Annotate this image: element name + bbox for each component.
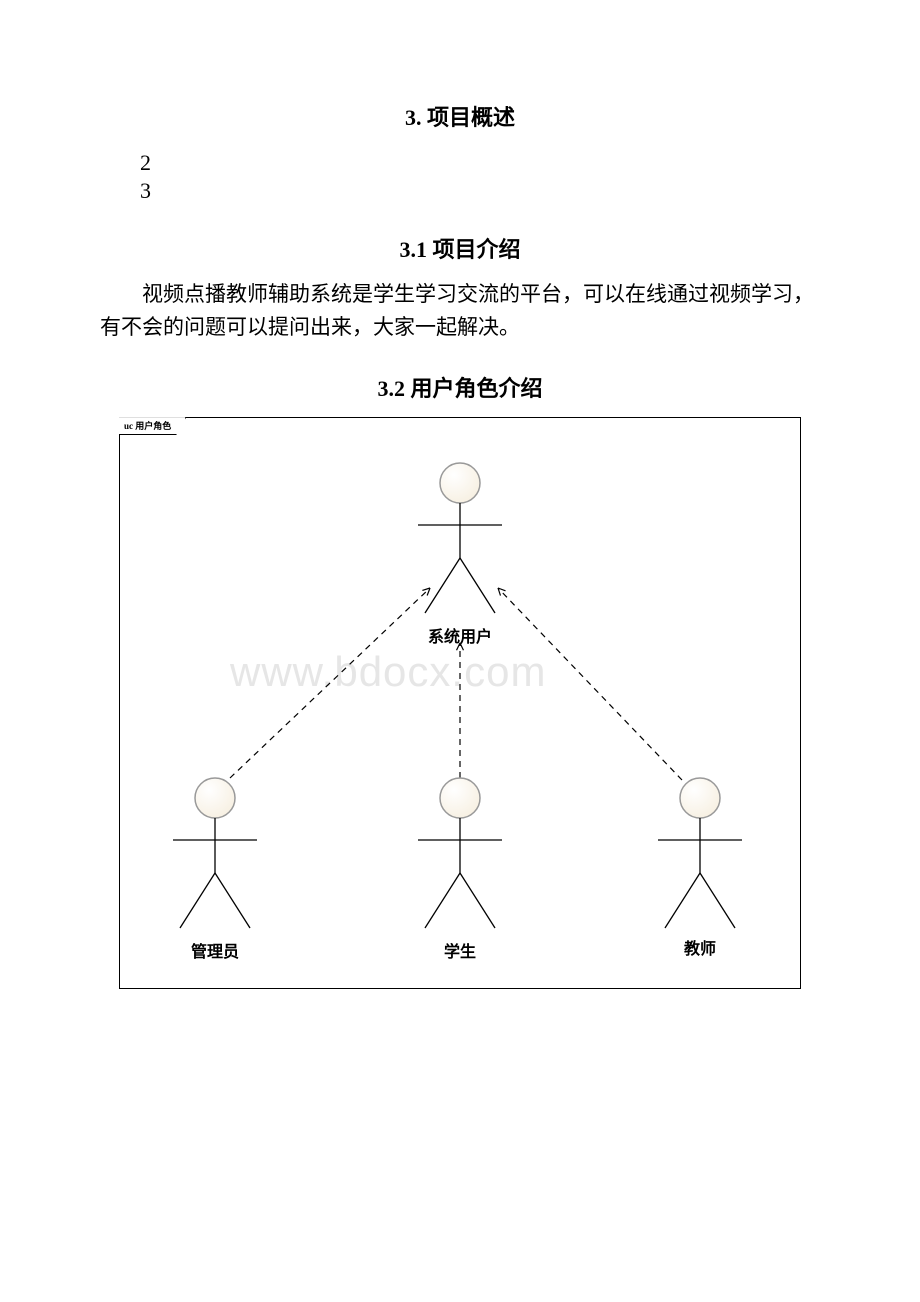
intro-paragraph: 视频点播教师辅助系统是学生学习交流的平台，可以在线通过视频学习，有不会的问题可以… <box>100 278 820 343</box>
actor-label-teacher: 教师 <box>684 935 716 959</box>
actor-label-system_user: 系统用户 <box>428 623 492 647</box>
subsection-3-2-title: 3.2 用户角色介绍 <box>100 371 820 403</box>
uml-diagram-svg <box>120 418 800 988</box>
subsection-3-1-title: 3.1 项目介绍 <box>100 232 820 264</box>
uml-diagram-frame: uc 用户角色 www.bdocx.com 系统用户管理员学生教师 <box>119 417 801 989</box>
outline-number-2: 2 <box>140 150 820 176</box>
section-title: 3. 项目概述 <box>100 100 820 132</box>
document-page: 3. 项目概述 2 3 3.1 项目介绍 视频点播教师辅助系统是学生学习交流的平… <box>0 0 920 1049</box>
outline-number-3: 3 <box>140 178 820 204</box>
actor-label-admin: 管理员 <box>191 938 239 962</box>
actor-label-student: 学生 <box>444 938 476 962</box>
